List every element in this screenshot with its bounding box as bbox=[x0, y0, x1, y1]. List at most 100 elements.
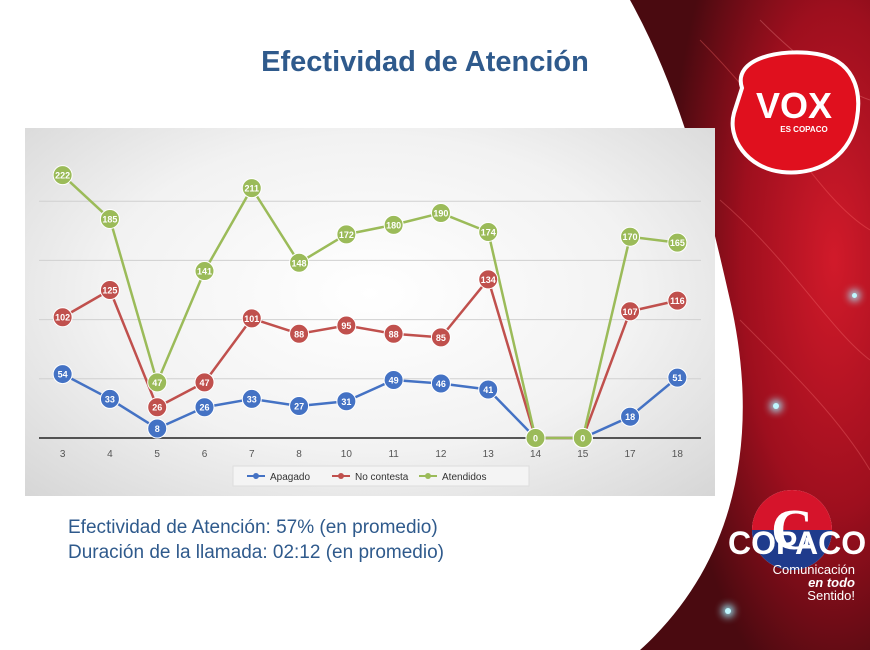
data-point bbox=[241, 308, 262, 329]
data-label: 46 bbox=[436, 379, 446, 389]
data-point bbox=[667, 290, 688, 311]
data-label: 8 bbox=[155, 424, 160, 434]
data-label: 47 bbox=[199, 378, 209, 388]
data-label: 170 bbox=[623, 232, 638, 242]
legend-label: Apagado bbox=[270, 472, 310, 483]
data-label: 31 bbox=[341, 397, 351, 407]
data-label: 41 bbox=[483, 385, 493, 395]
data-point bbox=[383, 369, 404, 390]
data-point bbox=[572, 428, 593, 448]
data-point bbox=[289, 396, 310, 417]
vox-logo: VOX ES COPACO bbox=[730, 50, 861, 175]
data-point bbox=[147, 418, 168, 439]
data-label: 211 bbox=[245, 184, 260, 194]
vox-subtext: ES COPACO bbox=[780, 125, 827, 134]
data-point bbox=[52, 307, 73, 328]
x-tick-label: 15 bbox=[577, 449, 589, 460]
data-point bbox=[336, 391, 357, 412]
legend-swatch-marker bbox=[338, 473, 344, 479]
data-label: 49 bbox=[389, 375, 399, 385]
vox-text: VOX bbox=[756, 85, 832, 126]
data-label: 134 bbox=[481, 275, 496, 285]
data-label: 88 bbox=[294, 329, 304, 339]
data-point bbox=[430, 327, 451, 348]
chart-container: 3 4 5 6 7 8 10 11 12 13 14 15 17 18 54 33 8 26 33 27 31 49 46 4… bbox=[25, 128, 715, 496]
tagline-line2: en todo bbox=[808, 575, 855, 590]
data-label: 33 bbox=[247, 394, 257, 404]
glow-dot bbox=[725, 608, 731, 614]
data-point bbox=[194, 261, 215, 282]
data-label: 26 bbox=[199, 403, 209, 413]
data-point bbox=[620, 301, 641, 322]
data-point bbox=[336, 315, 357, 336]
data-label: 88 bbox=[389, 329, 399, 339]
data-label: 172 bbox=[339, 230, 354, 240]
data-point bbox=[52, 364, 73, 385]
data-label: 18 bbox=[625, 412, 635, 422]
data-point bbox=[383, 323, 404, 344]
copaco-wordmark: COPACO bbox=[728, 525, 867, 561]
x-tick-label: 8 bbox=[296, 449, 302, 460]
data-label: 222 bbox=[55, 171, 70, 181]
data-label: 148 bbox=[292, 258, 307, 268]
glow-dot bbox=[852, 293, 857, 298]
legend-label: Atendidos bbox=[442, 472, 486, 483]
line-chart: 3 4 5 6 7 8 10 11 12 13 14 15 17 18 54 33 8 26 33 27 31 49 46 4… bbox=[39, 165, 701, 487]
data-point bbox=[194, 397, 215, 418]
data-label: 165 bbox=[670, 238, 685, 248]
data-point bbox=[289, 252, 310, 273]
data-point bbox=[99, 208, 120, 229]
legend-swatch-marker bbox=[253, 473, 259, 479]
copaco-tagline: Comunicación en todo Sentido! bbox=[740, 563, 855, 602]
x-tick-label: 7 bbox=[249, 449, 255, 460]
data-point bbox=[99, 388, 120, 409]
data-label: 185 bbox=[102, 214, 117, 224]
data-point bbox=[667, 367, 688, 388]
data-point bbox=[383, 214, 404, 235]
data-point bbox=[620, 226, 641, 247]
data-label: 0 bbox=[533, 434, 538, 444]
data-point bbox=[194, 372, 215, 393]
data-label: 141 bbox=[197, 267, 212, 277]
x-tick-label: 5 bbox=[154, 449, 160, 460]
x-tick-label: 14 bbox=[530, 449, 542, 460]
x-tick-label: 13 bbox=[483, 449, 495, 460]
x-tick-label: 10 bbox=[341, 449, 353, 460]
data-point bbox=[478, 269, 499, 290]
data-point bbox=[525, 428, 546, 448]
data-label: 33 bbox=[105, 394, 115, 404]
summary-block: Efectividad de Atención: 57% (en promedi… bbox=[68, 515, 444, 565]
x-tick-label: 17 bbox=[625, 449, 637, 460]
data-point bbox=[147, 397, 168, 418]
data-label: 107 bbox=[623, 307, 638, 317]
data-label: 51 bbox=[672, 373, 682, 383]
data-label: 180 bbox=[386, 220, 401, 230]
tagline-line1: Comunicación bbox=[772, 562, 855, 577]
data-label: 0 bbox=[580, 434, 585, 444]
data-point bbox=[147, 372, 168, 393]
data-label: 190 bbox=[433, 209, 448, 219]
data-point bbox=[241, 178, 262, 199]
x-tick-label: 12 bbox=[435, 449, 447, 460]
data-label: 85 bbox=[436, 333, 446, 343]
summary-call-duration: Duración de la llamada: 02:12 (en promed… bbox=[68, 542, 444, 563]
data-label: 101 bbox=[244, 314, 259, 324]
tagline-line3: Sentido! bbox=[807, 588, 855, 603]
data-label: 125 bbox=[102, 286, 117, 296]
legend-label: No contesta bbox=[355, 472, 409, 483]
data-point bbox=[667, 232, 688, 253]
data-label: 26 bbox=[152, 403, 162, 413]
data-label: 54 bbox=[58, 370, 68, 380]
x-tick-label: 4 bbox=[107, 449, 113, 460]
data-point bbox=[478, 221, 499, 242]
copaco-emblem: C bbox=[752, 490, 832, 570]
x-tick-label: 18 bbox=[672, 449, 684, 460]
legend-swatch-marker bbox=[425, 473, 431, 479]
data-point bbox=[336, 224, 357, 245]
data-point bbox=[478, 379, 499, 400]
legend-box bbox=[232, 465, 530, 487]
x-tick-label: 3 bbox=[60, 449, 66, 460]
data-label: 27 bbox=[294, 402, 304, 412]
data-point bbox=[99, 280, 120, 300]
data-label: 102 bbox=[55, 313, 70, 323]
